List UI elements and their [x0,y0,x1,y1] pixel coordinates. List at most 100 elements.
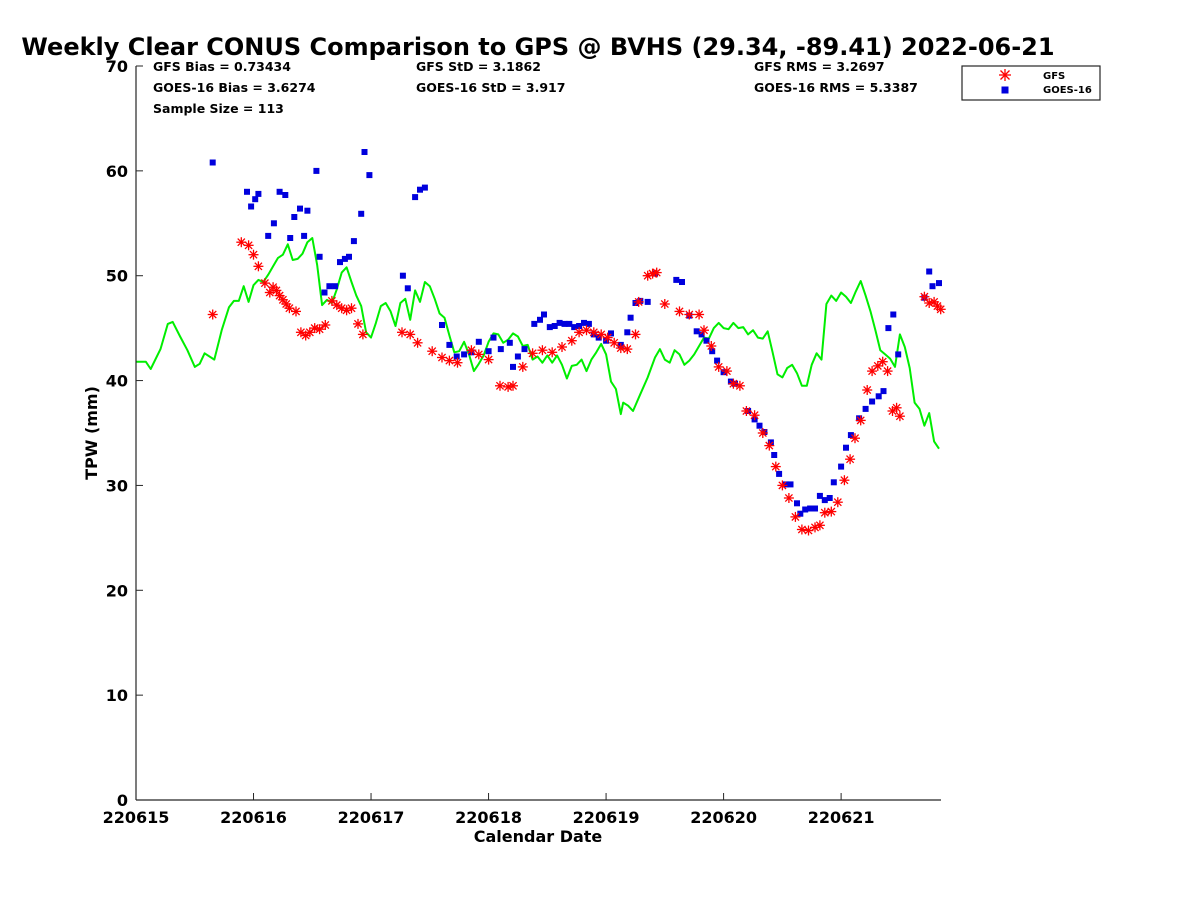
goes16-point [453,353,460,360]
gfs-point [734,380,745,391]
goes16-point [421,184,428,191]
goes16-point [209,159,216,166]
gps-line [136,237,940,450]
goes16-point [571,324,578,331]
gfs-point [862,385,873,395]
goes16-point [862,405,869,412]
goes16-point [936,280,942,287]
gfs-point [537,345,548,356]
gfs-point [473,349,484,360]
goes16-point [624,329,631,336]
gfs-point [357,329,368,340]
gfs-point [894,411,905,422]
gfs-point [684,309,695,320]
goes16-point [812,505,818,512]
gfs-point [839,475,850,486]
gfs-point [483,354,494,365]
goes16-point [252,196,259,203]
plot-area [136,149,946,536]
gfs-point [615,343,626,354]
gfs-point [877,356,888,367]
goes16-point [446,341,453,348]
x-tick-label: 220620 [690,808,757,827]
y-tick-label: 0 [117,791,128,810]
goes16-point [816,492,823,499]
gfs-point [314,324,325,335]
gfs-point [706,341,717,351]
goes16-point [782,481,789,488]
gfs-point [291,306,301,317]
gps-series [136,237,940,450]
gfs-point [764,440,775,451]
gfs-point [659,299,670,309]
goes16-point [399,272,406,279]
goes16-point [929,283,936,290]
gfs-point [346,303,357,314]
goes16-point [673,276,680,283]
gfs-point [699,325,709,336]
sample-size-text: Sample Size = 113 [153,101,284,116]
gfs-point [850,433,860,444]
x-axis-ticks: 220615 220616 220617 220618 220619 220620 2206… [103,793,875,827]
gfs-point [243,240,254,251]
gfs-point [207,309,218,320]
goes16-point [720,369,727,376]
x-tick-label: 220621 [808,808,875,827]
goes16-point [514,353,521,360]
gfs-point [353,318,363,329]
legend-label-goes16: GOES-16 [1043,85,1092,96]
goes16-point [709,348,716,355]
goes16-point [255,190,262,197]
goes16-point [537,316,543,323]
goes16-point [297,205,303,212]
gfs-point [588,327,599,338]
gfs-point [437,352,447,363]
goes16-point [417,186,423,193]
goes16-point [698,331,705,338]
blue-square-icon [1001,86,1009,94]
goes16-point [282,192,289,198]
axes: 0 10 20 30 40 50 60 70 220615 220616 220617 220618… [103,57,941,827]
goes16-point [541,311,547,318]
goes16-point [576,323,583,329]
goes16-point [439,322,445,328]
gfs-point [845,454,856,465]
goes-std-text: GOES-16 StD = 3.917 [416,80,565,95]
gfs-point [574,327,585,338]
gfs-point [444,355,455,366]
goes16-point [767,439,774,446]
gfs-point [248,249,259,260]
gfs-point [427,346,438,357]
x-tick-label: 220617 [338,808,405,827]
goes16-point [585,320,592,327]
goes16-point [644,298,651,305]
gfs-std-text: GFS StD = 3.1862 [416,59,541,74]
y-tick-label: 10 [106,686,128,705]
goes16-point [885,325,892,332]
y-tick-label: 40 [106,372,128,391]
gfs-point [796,524,807,535]
goes16-point [341,255,348,262]
goes16-point [807,505,814,512]
gfs-point [721,366,732,377]
goes16-point [776,470,783,477]
goes16-point [581,319,587,326]
gfs-point [397,327,407,338]
gfs-point [320,320,331,330]
gfs-point [777,480,788,491]
gfs-point [495,380,505,391]
gfs-point [832,497,843,508]
gfs-point [527,348,538,359]
goes16-point [506,339,513,346]
goes16-point [880,388,887,395]
goes16-point [826,495,833,501]
goes16-point [321,289,328,296]
gfs-rms-text: GFS RMS = 3.2697 [754,59,885,74]
goes16-point [332,283,339,290]
y-axis-ticks: 0 10 20 30 40 50 60 70 [106,57,143,810]
goes16-point [404,285,411,292]
gfs-point [882,366,893,377]
gfs-point [757,428,768,438]
